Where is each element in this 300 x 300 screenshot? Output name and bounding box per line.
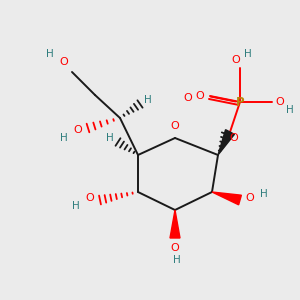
Text: P: P [236, 95, 244, 109]
Text: H: H [286, 105, 294, 115]
Text: H: H [260, 189, 268, 199]
Text: O: O [171, 243, 179, 253]
Text: H: H [46, 49, 54, 59]
Text: O: O [230, 133, 238, 143]
Text: O: O [246, 193, 254, 203]
Text: H: H [144, 95, 152, 105]
Text: O: O [171, 121, 179, 131]
Text: O: O [60, 57, 68, 67]
Text: O: O [276, 97, 284, 107]
Text: H: H [60, 133, 68, 143]
Polygon shape [170, 210, 180, 238]
Text: O: O [74, 125, 82, 135]
Text: H: H [106, 133, 114, 143]
Polygon shape [218, 130, 234, 155]
Text: O: O [232, 55, 240, 65]
Text: O: O [196, 91, 204, 101]
Text: O: O [184, 93, 192, 103]
Text: H: H [173, 255, 181, 265]
Text: O: O [85, 193, 94, 203]
Polygon shape [212, 192, 242, 205]
Text: H: H [244, 49, 252, 59]
Text: H: H [72, 201, 80, 211]
